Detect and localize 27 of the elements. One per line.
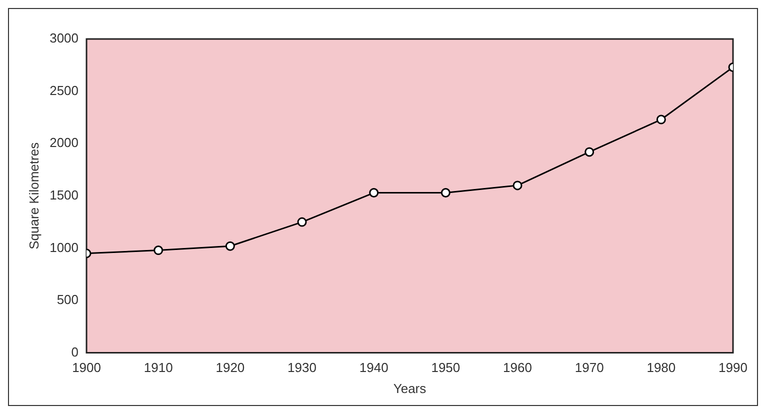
point [512, 180, 522, 190]
y-axis-title: Square Kilometres [26, 142, 42, 250]
x-tick-label: 1910 [144, 360, 173, 376]
x-tick-label: 1950 [431, 360, 460, 376]
y-tick-label: 1000 [50, 240, 79, 255]
point [154, 246, 164, 256]
point [584, 147, 594, 157]
x-tick-label: 1970 [574, 360, 604, 376]
y-tick-label: 1500 [50, 187, 79, 202]
x-tick-label: 1960 [503, 360, 532, 376]
x-tick-label: 1930 [288, 360, 316, 376]
y-tick-label: 500 [56, 292, 79, 308]
x-tick-label: 1990 [718, 360, 748, 376]
x-tick-label: 1920 [216, 360, 245, 376]
point [369, 188, 379, 198]
point [225, 241, 235, 251]
x-axis-title: Years [393, 380, 427, 396]
point [297, 217, 307, 227]
point [440, 188, 450, 198]
point [656, 114, 666, 124]
y-tick-label: 3000 [50, 30, 79, 46]
y-tick-label: 0 [71, 344, 79, 360]
x-tick-label: 1900 [72, 360, 101, 376]
y-tick-label: 2500 [50, 82, 79, 98]
x-tick-label: 1940 [359, 360, 388, 376]
y-tick-label: 2000 [50, 135, 79, 150]
x-tick-label: 1980 [646, 360, 676, 376]
